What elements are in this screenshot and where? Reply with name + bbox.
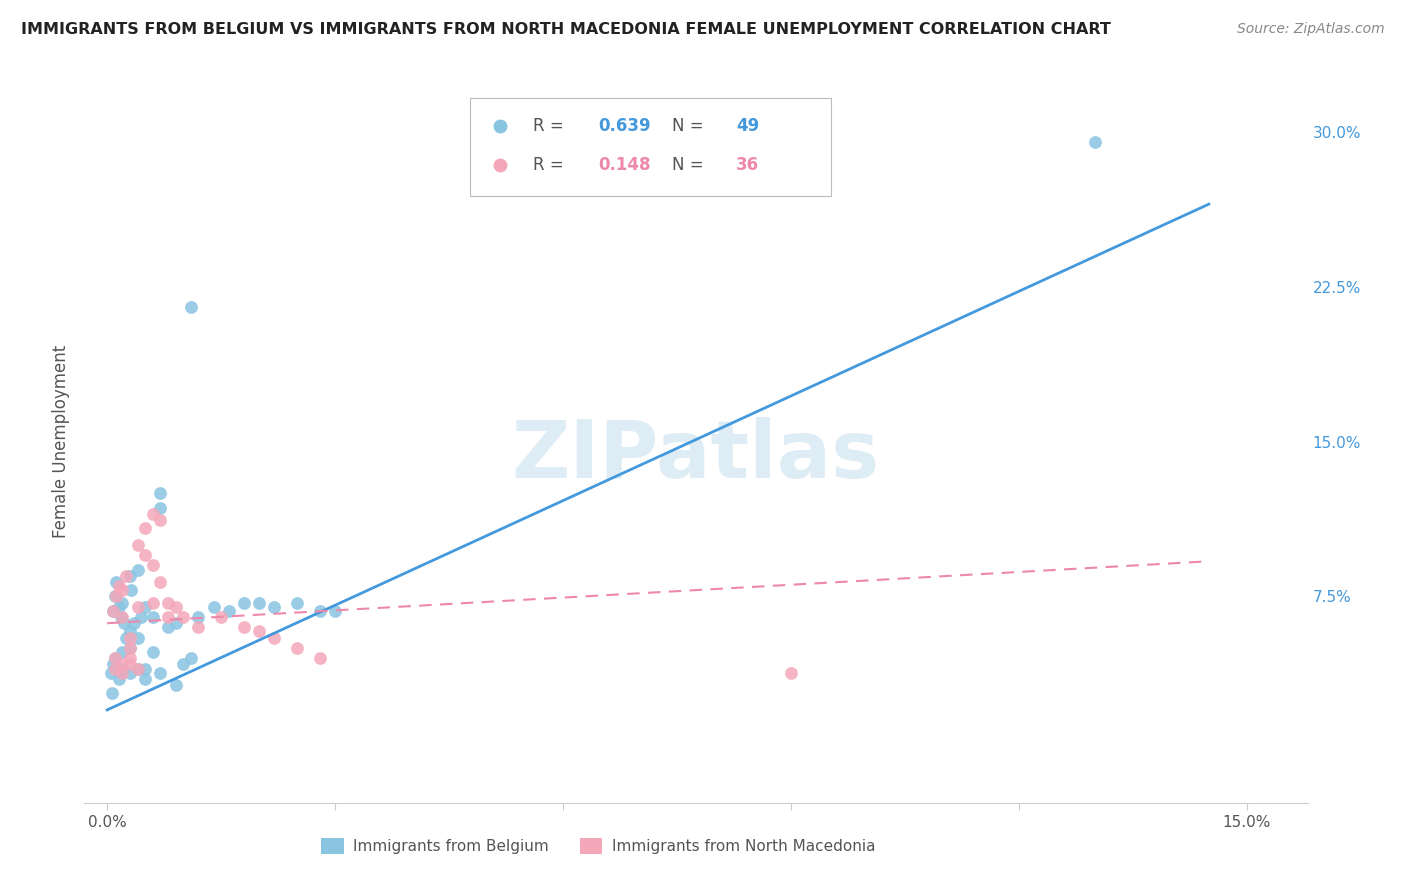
Point — [115, 568, 138, 582]
Point — [111, 596, 134, 610]
Point — [104, 651, 127, 665]
Point — [111, 657, 134, 672]
Point — [202, 599, 225, 614]
Point — [111, 665, 134, 680]
Point — [142, 645, 165, 659]
Point — [110, 610, 132, 624]
Point — [104, 590, 127, 604]
Point — [127, 562, 149, 576]
Point — [103, 604, 125, 618]
Point — [309, 651, 332, 665]
Point — [118, 568, 141, 582]
Point — [149, 500, 172, 515]
Point — [134, 599, 156, 614]
Point — [149, 486, 172, 500]
Legend: Immigrants from Belgium, Immigrants from North Macedonia: Immigrants from Belgium, Immigrants from… — [315, 832, 882, 860]
Point — [134, 521, 156, 535]
Point — [127, 662, 149, 676]
Point — [105, 574, 128, 589]
Point — [232, 596, 254, 610]
Point — [285, 596, 308, 610]
Point — [111, 662, 134, 676]
Point — [127, 538, 149, 552]
Text: Source: ZipAtlas.com: Source: ZipAtlas.com — [1237, 22, 1385, 37]
Point — [105, 590, 128, 604]
Point — [142, 610, 165, 624]
Point — [149, 574, 172, 589]
Point — [134, 548, 156, 562]
Point — [118, 624, 141, 639]
Point — [100, 686, 122, 700]
Point — [156, 596, 179, 610]
Point — [118, 665, 141, 680]
Point — [180, 301, 202, 315]
Point — [142, 596, 165, 610]
Point — [107, 672, 129, 686]
Point — [104, 662, 127, 676]
Point — [134, 672, 156, 686]
Point — [142, 558, 165, 573]
Point — [112, 616, 135, 631]
Y-axis label: Female Unemployment: Female Unemployment — [52, 345, 70, 538]
Point — [127, 599, 149, 614]
Point — [165, 678, 187, 692]
Text: 36: 36 — [737, 156, 759, 174]
Point — [127, 631, 149, 645]
Point — [103, 657, 125, 672]
Point — [780, 665, 803, 680]
Point — [118, 631, 141, 645]
Text: N =: N = — [672, 117, 709, 135]
Point — [165, 616, 187, 631]
Point — [187, 610, 209, 624]
Point — [156, 610, 179, 624]
Point — [118, 640, 141, 655]
Point — [165, 599, 187, 614]
Point — [115, 631, 138, 645]
Point — [122, 616, 145, 631]
Point — [247, 596, 270, 610]
Bar — [470, 98, 831, 196]
Point — [118, 640, 141, 655]
Point — [263, 631, 285, 645]
Point — [263, 599, 285, 614]
Point — [218, 604, 240, 618]
Point — [103, 604, 125, 618]
Text: ZIPatlas: ZIPatlas — [512, 417, 880, 495]
Point — [285, 640, 308, 655]
Text: IMMIGRANTS FROM BELGIUM VS IMMIGRANTS FROM NORTH MACEDONIA FEMALE UNEMPLOYMENT C: IMMIGRANTS FROM BELGIUM VS IMMIGRANTS FR… — [21, 22, 1111, 37]
Point — [156, 620, 179, 634]
Text: R =: R = — [533, 156, 569, 174]
Text: R =: R = — [533, 117, 569, 135]
Point — [142, 507, 165, 521]
Point — [209, 610, 232, 624]
Point — [100, 665, 122, 680]
Point — [1084, 135, 1107, 149]
Point — [121, 583, 143, 598]
Text: 0.639: 0.639 — [598, 117, 651, 135]
Point — [149, 665, 172, 680]
Point — [187, 620, 209, 634]
Point — [134, 662, 156, 676]
Point — [111, 610, 134, 624]
Point — [247, 624, 270, 639]
Point — [104, 651, 127, 665]
Point — [111, 583, 134, 598]
Point — [118, 651, 141, 665]
Point — [323, 604, 346, 618]
Text: 0.148: 0.148 — [598, 156, 651, 174]
Text: 49: 49 — [737, 117, 759, 135]
Point — [131, 610, 153, 624]
Point — [232, 620, 254, 634]
Point — [111, 645, 134, 659]
Point — [180, 651, 202, 665]
Point — [149, 513, 172, 527]
Point — [309, 604, 332, 618]
Point — [127, 662, 149, 676]
Point — [107, 579, 129, 593]
Point — [118, 657, 141, 672]
Point — [172, 657, 194, 672]
Point — [107, 599, 129, 614]
Text: N =: N = — [672, 156, 709, 174]
Point — [172, 610, 194, 624]
